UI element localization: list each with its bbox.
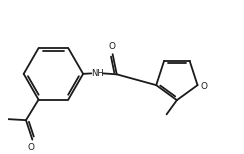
Text: O: O	[28, 143, 35, 152]
Text: NH: NH	[91, 69, 104, 78]
Text: O: O	[108, 43, 115, 51]
Text: O: O	[201, 82, 207, 91]
